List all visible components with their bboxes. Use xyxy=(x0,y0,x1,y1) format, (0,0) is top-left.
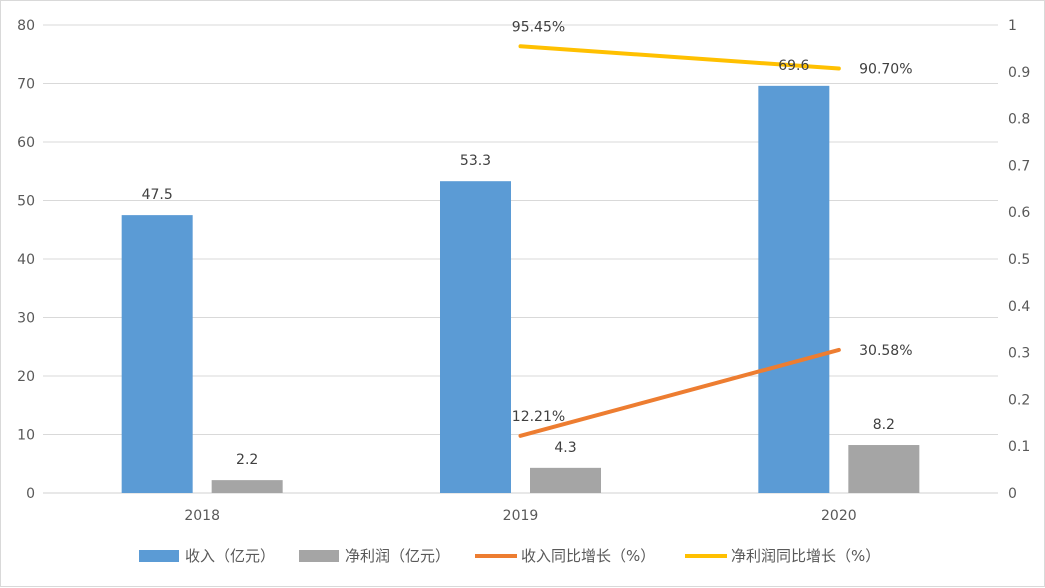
legend: 收入（亿元） 净利润（亿元） 收入同比增长（%） 净利润同比增长（%） xyxy=(139,547,880,565)
x-tick-label: 2018 xyxy=(184,508,220,524)
y-left-tick-label: 10 xyxy=(17,428,35,444)
y-left-tick-label: 60 xyxy=(17,135,35,151)
legend-label: 净利润同比增长（%） xyxy=(731,547,880,565)
bar xyxy=(211,480,283,493)
y-left-tick-label: 40 xyxy=(17,252,35,268)
y-right-tick-label: 0.3 xyxy=(1008,346,1030,362)
y-right-tick-label: 0.9 xyxy=(1008,65,1030,81)
y-right-tick-label: 0 xyxy=(1008,486,1017,502)
bar-data-label: 8.2 xyxy=(873,417,895,433)
legend-label: 收入（亿元） xyxy=(185,547,275,565)
data-labels: 47.5 53.3 69.6 2.2 4.3 8.2 12.21% 30.58% 95.45% 9… xyxy=(142,19,913,468)
legend-swatch xyxy=(299,550,339,562)
axis-ticks: 0 10 20 30 40 50 60 70 80 0 0.1 0.2 0.3 0.4 0.5 0.6 0.7 0… xyxy=(17,18,1030,524)
bar-data-label: 4.3 xyxy=(554,440,576,456)
bar-data-label: 53.3 xyxy=(460,153,491,169)
y-right-tick-label: 0.5 xyxy=(1008,252,1030,268)
x-tick-label: 2020 xyxy=(821,508,857,524)
y-left-tick-label: 80 xyxy=(17,18,35,34)
y-right-tick-label: 1 xyxy=(1008,18,1017,34)
legend-label: 收入同比增长（%） xyxy=(521,547,655,565)
bar xyxy=(530,467,601,493)
bar-data-label: 2.2 xyxy=(236,452,258,468)
y-left-tick-label: 70 xyxy=(17,77,35,93)
y-left-tick-label: 0 xyxy=(26,486,35,502)
series-line xyxy=(518,44,841,71)
line-data-label: 12.21% xyxy=(512,409,565,425)
line-data-label: 95.45% xyxy=(512,19,565,35)
y-right-tick-label: 0.2 xyxy=(1008,392,1030,408)
bar xyxy=(758,85,830,493)
bar xyxy=(848,445,920,493)
legend-label: 净利润（亿元） xyxy=(345,547,450,565)
y-right-tick-label: 0.6 xyxy=(1008,205,1030,221)
series-line xyxy=(518,347,841,438)
y-left-tick-label: 30 xyxy=(17,311,35,327)
line-series xyxy=(518,44,841,438)
line-data-label: 30.58% xyxy=(859,343,912,359)
bar xyxy=(121,215,193,493)
y-left-tick-label: 20 xyxy=(17,369,35,385)
y-right-tick-label: 0.8 xyxy=(1008,112,1030,128)
y-left-tick-label: 50 xyxy=(17,194,35,210)
y-right-tick-label: 0.1 xyxy=(1008,439,1030,455)
y-right-tick-label: 0.7 xyxy=(1008,158,1030,174)
bar-data-label: 69.6 xyxy=(778,58,809,74)
x-tick-label: 2019 xyxy=(503,508,539,524)
y-right-tick-label: 0.4 xyxy=(1008,299,1030,315)
legend-swatch xyxy=(139,550,179,562)
line-data-label: 90.70% xyxy=(859,62,912,78)
bar-data-label: 47.5 xyxy=(142,187,173,203)
bar xyxy=(440,181,511,493)
bar-series xyxy=(121,85,920,493)
gridlines xyxy=(43,24,998,494)
